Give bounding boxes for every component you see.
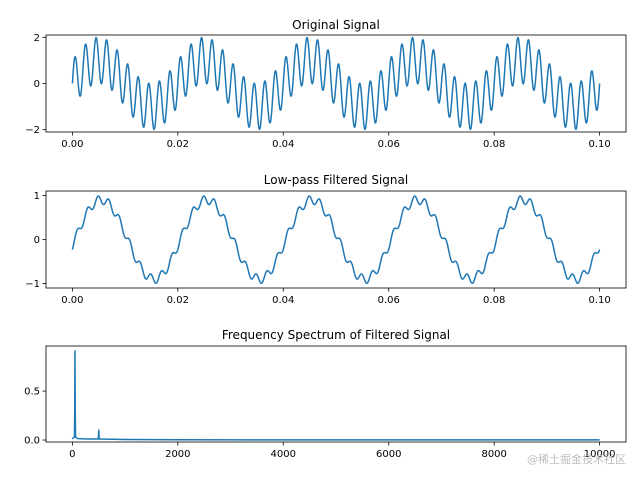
spectrum-x-tick-label: 2000 — [165, 449, 190, 460]
original-y-tick-label: 2 — [34, 33, 40, 44]
original-x-tick-label: 0.00 — [61, 139, 83, 150]
spectrum-x-tick-label: 10000 — [584, 449, 616, 460]
filtered-axes-frame — [45, 190, 627, 289]
filtered-x-tick-label: 0.06 — [378, 295, 400, 306]
spectrum-series-line — [71, 350, 600, 441]
filtered-y-tick-label: 0 — [34, 235, 40, 246]
spectrum-x-tick-label: 0 — [69, 449, 75, 460]
filtered-x-tick-label: 0.04 — [272, 295, 294, 306]
spectrum-x-tick-label: 6000 — [376, 449, 401, 460]
filtered-x-tick-label: 0.08 — [483, 295, 505, 306]
spectrum-y-tick-label: 0.5 — [24, 387, 40, 398]
original-x-tick-label: 0.10 — [589, 139, 611, 150]
filtered-title: Low-pass Filtered Signal — [264, 173, 408, 187]
original-y-tick-label: −2 — [25, 125, 40, 136]
original-y-tick-label: 0 — [34, 79, 40, 90]
spectrum-title: Frequency Spectrum of Filtered Signal — [222, 328, 450, 342]
spectrum-x-tick-label: 8000 — [481, 449, 506, 460]
spectrum-x-tick-label: 4000 — [271, 449, 296, 460]
original-title: Original Signal — [292, 18, 380, 32]
filtered-y-tick-label: 1 — [34, 191, 40, 202]
filtered-signal-panel: Low-pass Filtered Signal 0.00 0.02 0.04 0.06… — [25, 173, 627, 306]
spectrum-axes-frame — [45, 345, 627, 443]
original-signal-panel: Original Signal 0.00 0.02 0.04 0.06 0.08 0.10 −… — [25, 18, 627, 150]
spectrum-y-tick-label: 0.0 — [24, 436, 40, 447]
filtered-x-tick-label: 0.00 — [61, 295, 83, 306]
filtered-series-line — [71, 195, 601, 285]
filtered-y-tick-label: −1 — [25, 279, 40, 290]
original-x-tick-label: 0.04 — [272, 139, 294, 150]
original-x-tick-label: 0.08 — [483, 139, 505, 150]
spectrum-panel: Frequency Spectrum of Filtered Signal 0 20… — [24, 328, 627, 460]
filtered-x-tick-label: 0.10 — [589, 295, 611, 306]
original-series-line — [71, 36, 601, 131]
watermark: @稀土掘金技术社区 — [527, 452, 626, 466]
original-x-tick-label: 0.02 — [167, 139, 189, 150]
original-x-tick-label: 0.06 — [378, 139, 400, 150]
filtered-x-tick-label: 0.02 — [167, 295, 189, 306]
